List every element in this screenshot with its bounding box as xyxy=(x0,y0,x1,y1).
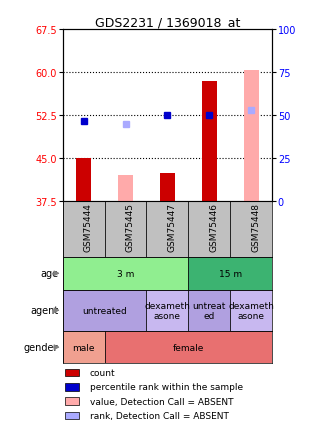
Bar xyxy=(65,398,79,405)
Text: untreat
ed: untreat ed xyxy=(193,301,226,320)
Text: percentile rank within the sample: percentile rank within the sample xyxy=(90,383,243,391)
Bar xyxy=(65,412,79,419)
Bar xyxy=(63,257,188,290)
Bar xyxy=(76,159,91,202)
Text: agent: agent xyxy=(30,306,59,316)
Bar xyxy=(146,290,188,331)
Bar xyxy=(230,202,272,257)
Bar xyxy=(188,202,230,257)
Text: GSM75447: GSM75447 xyxy=(167,202,177,251)
Text: age: age xyxy=(40,269,59,279)
Bar xyxy=(105,331,272,364)
Bar xyxy=(65,369,79,377)
Text: 15 m: 15 m xyxy=(219,269,242,278)
Text: dexameth
asone: dexameth asone xyxy=(228,301,274,320)
Text: GSM75446: GSM75446 xyxy=(209,202,218,251)
Bar xyxy=(105,202,146,257)
Text: GSM75444: GSM75444 xyxy=(84,202,93,251)
Text: GSM75448: GSM75448 xyxy=(251,202,260,251)
Bar xyxy=(63,290,146,331)
Text: rank, Detection Call = ABSENT: rank, Detection Call = ABSENT xyxy=(90,411,229,420)
Text: male: male xyxy=(72,343,95,352)
Text: untreated: untreated xyxy=(82,306,127,315)
Bar xyxy=(118,176,133,202)
Text: count: count xyxy=(90,368,115,378)
Bar xyxy=(63,202,105,257)
Bar xyxy=(65,383,79,391)
Bar xyxy=(244,70,259,202)
Bar xyxy=(160,173,175,202)
Text: gender: gender xyxy=(24,342,59,352)
Bar xyxy=(146,202,188,257)
Text: female: female xyxy=(173,343,204,352)
Bar xyxy=(63,331,105,364)
Text: value, Detection Call = ABSENT: value, Detection Call = ABSENT xyxy=(90,397,233,406)
Title: GDS2231 / 1369018_at: GDS2231 / 1369018_at xyxy=(95,16,240,29)
Bar xyxy=(188,257,272,290)
Text: dexameth
asone: dexameth asone xyxy=(145,301,190,320)
Text: 3 m: 3 m xyxy=(117,269,134,278)
Text: GSM75445: GSM75445 xyxy=(126,202,135,251)
Bar xyxy=(188,290,230,331)
Bar xyxy=(230,290,272,331)
Bar xyxy=(202,82,217,202)
